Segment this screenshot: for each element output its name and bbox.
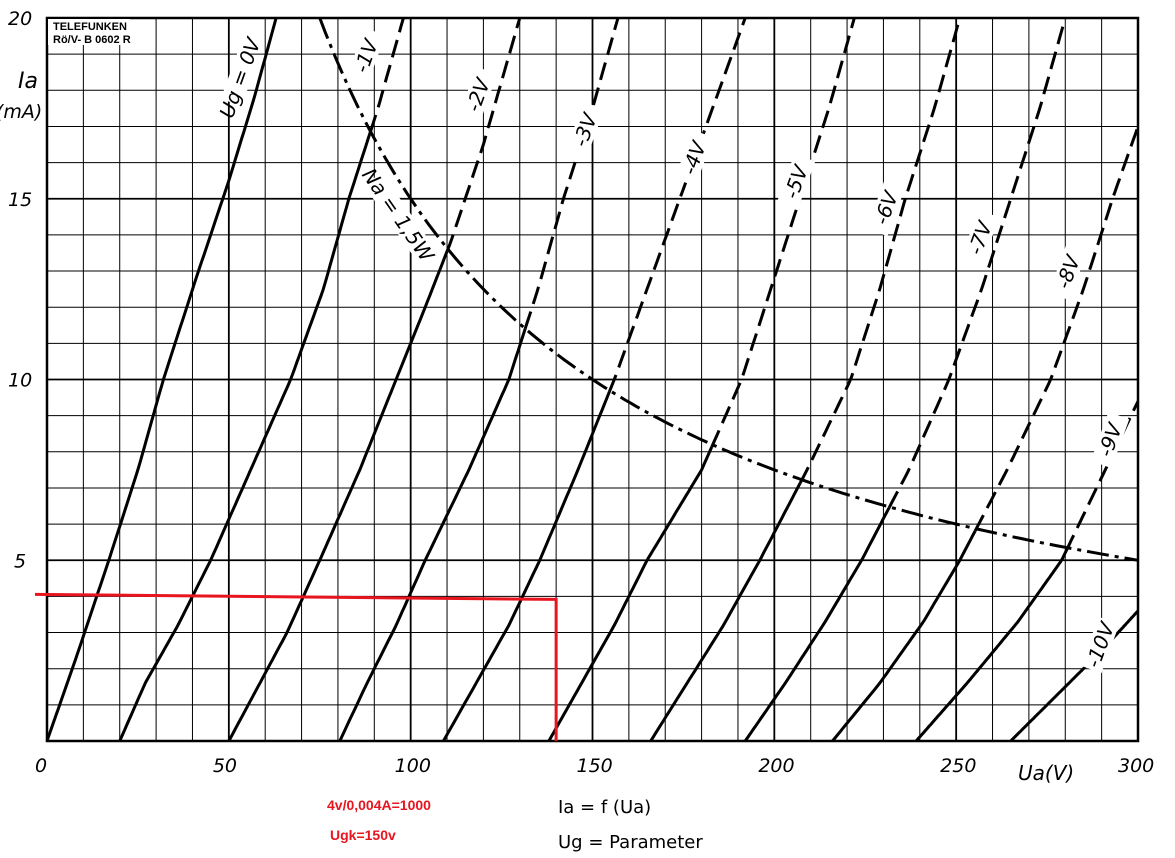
curve-label-bg [1090,411,1130,469]
curve-3v-dashed [523,17,620,330]
x-tick-label: 0 [35,755,47,777]
curve-label-bg [776,153,816,211]
curve-6v-dashed [798,17,962,484]
curve-8v-solid [831,530,977,742]
curve-ug0v-solid [45,17,278,742]
curve-4v-dashed [608,17,747,393]
note-2: Ugk=150v [330,827,396,843]
note-1: 4v/0,004A=1000 [327,797,431,813]
curve-label-bg [565,101,605,159]
y-tick-label: 10 [8,370,32,392]
curve-8v-dashed [973,126,1140,532]
operating-point-lines [34,592,558,741]
curve-label-bg [346,27,386,85]
curve-10v-solid [1009,609,1140,743]
y-axis-label: Ia [18,69,38,94]
curve-label: -10V [1081,618,1120,671]
brand-label: TELEFUNKEN [53,21,127,33]
curves [34,17,1140,743]
curve-label-bg [866,179,906,237]
chart-title: Ia = f (Ua) [558,797,651,818]
x-axis-label: Ua(V) [1018,761,1074,785]
curve-1v-solid [118,131,372,742]
x-tick-label: 100 [395,755,431,777]
power-limit-label: Na = 1,5W [357,164,439,267]
x-tick-label: 300 [1118,755,1154,777]
curve-label-bg [960,209,1000,267]
curve-label-bg [220,49,260,107]
plot-frame [45,16,1140,743]
y-tick-label: 5 [14,550,26,572]
curve-7v-solid [743,506,891,742]
y-tick-label: 15 [8,189,32,211]
curve-1v-dashed [368,17,405,133]
x-tick-label: 250 [940,755,976,777]
curve-5v-solid [547,446,714,742]
y-axis-unit: (mA) [0,101,42,123]
curve-4v-solid [442,391,611,742]
curve-label-bg [1048,243,1088,301]
curve-label-bg [674,129,714,187]
curve-2v-dashed [445,17,522,252]
y-tick-label: 20 [8,8,32,30]
curve-3v-solid [338,328,527,742]
curve-label-bg [1080,616,1120,674]
curve-5v-dashed [710,17,856,448]
curve-7v-dashed [887,17,1067,509]
power-label-bg [363,172,433,258]
x-tick-label: 200 [758,755,794,777]
power-limit-curve [318,17,1139,562]
sheet-id: Rö/V- B 0602 R [53,34,131,46]
brand-box: TELEFUNKEN Rö/V- B 0602 R [48,19,131,46]
curve-2v-solid [227,250,449,742]
curve-6v-solid [649,482,802,742]
curve-label-bg [458,66,498,124]
x-tick-label: 50 [213,755,237,777]
chart-subtitle: Ug = Parameter [558,832,703,853]
x-tick-label: 150 [577,755,613,777]
curve-9v-solid [915,550,1068,742]
